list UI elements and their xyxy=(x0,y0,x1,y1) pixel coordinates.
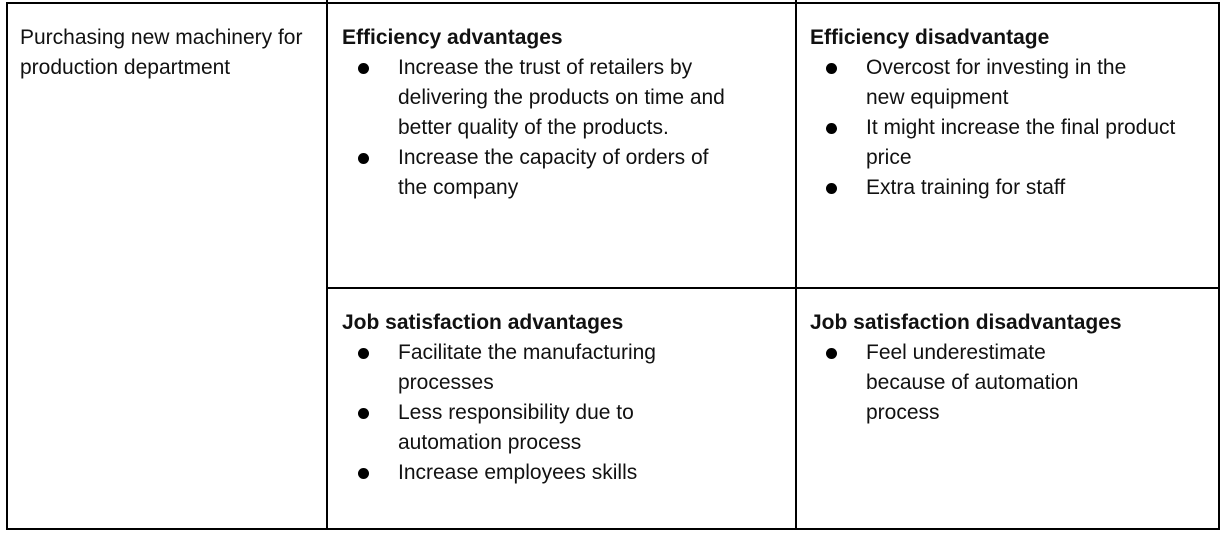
list-item: Feel underestimate because of automation… xyxy=(810,338,1106,428)
efficiency-advantages-heading: Efficiency advantages xyxy=(342,26,563,49)
table-border-top xyxy=(6,2,1220,4)
list-item: Extra training for staff xyxy=(810,173,1186,203)
row-label-cell: Purchasing new machinery for production … xyxy=(20,23,320,83)
table-border-right xyxy=(1218,2,1220,530)
efficiency-advantages-cell: Efficiency advantages Increase the trust… xyxy=(342,23,792,203)
column-divider-1 xyxy=(326,0,328,530)
efficiency-disadvantage-cell: Efficiency disadvantage Overcost for inv… xyxy=(810,23,1215,203)
efficiency-disadvantage-heading: Efficiency disadvantage xyxy=(810,26,1050,49)
list-item: Increase employees skills xyxy=(342,458,738,488)
list-item: Increase the trust of retailers by deliv… xyxy=(342,53,738,143)
job-satisfaction-advantages-heading: Job satisfaction advantages xyxy=(342,311,624,334)
list-item: It might increase the final product pric… xyxy=(810,113,1186,173)
list-item: Increase the capacity of orders of the c… xyxy=(342,143,738,203)
table-border-left xyxy=(6,2,8,530)
table-border-bottom xyxy=(6,528,1220,530)
job-satisfaction-disadvantages-heading: Job satisfaction disadvantages xyxy=(810,311,1122,334)
job-satisfaction-disadvantages-cell: Job satisfaction disadvantages Feel unde… xyxy=(810,308,1215,428)
row-divider xyxy=(326,287,1220,289)
column-divider-2 xyxy=(795,0,797,530)
list-item: Less responsibility due to automation pr… xyxy=(342,398,708,458)
list-item: Overcost for investing in the new equipm… xyxy=(810,53,1166,113)
list-item: Facilitate the manufacturing processes xyxy=(342,338,738,398)
job-satisfaction-advantages-cell: Job satisfaction advantages Facilitate t… xyxy=(342,308,792,488)
row-label: Purchasing new machinery for production … xyxy=(20,26,303,79)
